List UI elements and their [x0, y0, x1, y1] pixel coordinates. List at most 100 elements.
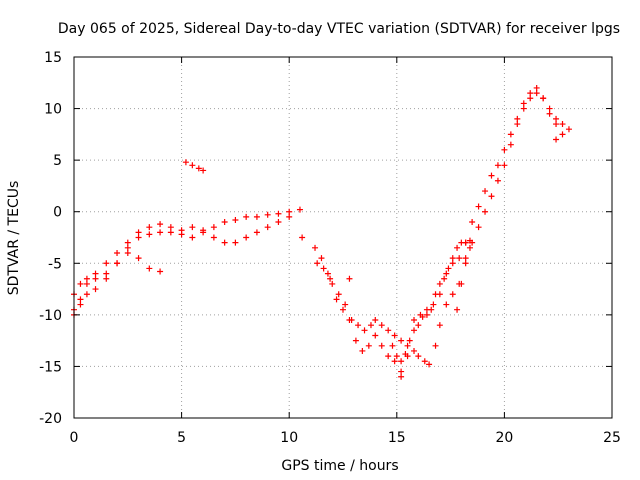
data-point — [488, 193, 495, 200]
data-point — [83, 280, 90, 287]
data-point — [200, 227, 207, 234]
data-point — [275, 219, 282, 226]
data-point — [243, 234, 250, 241]
data-point — [189, 224, 196, 231]
data-point — [441, 275, 448, 282]
data-point — [391, 332, 398, 339]
data-point — [299, 234, 306, 241]
data-point — [423, 311, 430, 318]
data-point — [296, 206, 303, 213]
data-point — [146, 224, 153, 231]
data-point — [340, 306, 346, 313]
data-point — [200, 167, 207, 174]
series-track-a — [71, 206, 303, 313]
y-tick-label: -15 — [39, 359, 62, 375]
grid-layer — [74, 57, 612, 418]
data-point — [232, 239, 239, 246]
data-point — [146, 231, 153, 238]
y-tick-label: -10 — [39, 308, 62, 324]
data-point — [411, 317, 418, 324]
data-point — [346, 275, 353, 282]
data-point — [157, 268, 164, 275]
data-point — [385, 353, 392, 360]
data-point — [182, 159, 189, 166]
data-point — [411, 327, 418, 334]
data-point — [398, 337, 405, 344]
data-point — [221, 219, 228, 226]
data-point — [466, 237, 473, 244]
data-point — [393, 353, 400, 360]
data-point — [355, 322, 362, 329]
series-track-f — [314, 84, 566, 375]
data-point — [443, 270, 450, 277]
data-point — [520, 105, 527, 112]
x-tick-label: 10 — [280, 430, 298, 446]
data-point — [77, 301, 84, 308]
data-point — [507, 131, 514, 138]
y-tick-label: -5 — [48, 256, 62, 272]
data-point — [462, 255, 469, 262]
data-point — [514, 121, 521, 128]
data-point — [553, 136, 560, 143]
x-axis-label: GPS time / hours — [281, 458, 398, 474]
data-point — [494, 177, 501, 184]
data-point — [520, 100, 527, 107]
data-point — [83, 291, 90, 298]
y-axis-label: SDTVAR / TECUs — [6, 181, 22, 296]
series-track-d — [182, 159, 207, 174]
data-point — [264, 224, 271, 231]
data-point — [327, 275, 334, 282]
data-point — [264, 211, 271, 218]
data-point — [378, 322, 385, 329]
data-point — [540, 95, 547, 102]
data-point — [114, 260, 121, 267]
data-point — [436, 280, 443, 287]
data-point — [565, 126, 572, 133]
data-point — [546, 105, 553, 112]
data-point — [488, 172, 495, 179]
data-point — [221, 239, 228, 246]
y-tick-label: 15 — [44, 50, 62, 66]
data-point — [462, 239, 469, 246]
data-point — [367, 322, 374, 329]
data-point — [135, 229, 142, 236]
data-point — [232, 216, 239, 223]
x-tick-label: 0 — [70, 430, 79, 446]
data-point — [482, 208, 489, 215]
data-point — [385, 327, 392, 334]
data-point — [430, 301, 437, 308]
data-point — [466, 244, 473, 251]
data-point — [432, 342, 439, 349]
data-point — [443, 301, 450, 308]
data-point — [83, 275, 90, 282]
data-point — [275, 210, 282, 217]
data-point — [527, 95, 534, 102]
data-point — [436, 322, 443, 329]
data-point — [415, 322, 422, 329]
data-point — [372, 332, 379, 339]
data-point — [398, 358, 405, 365]
data-point — [449, 291, 456, 298]
y-tick-label: 5 — [53, 153, 62, 169]
data-point — [559, 121, 566, 128]
data-point — [92, 270, 99, 277]
data-point — [494, 162, 501, 169]
y-tick-label: -20 — [39, 411, 62, 427]
data-point — [514, 115, 521, 122]
data-point — [402, 351, 409, 358]
data-point — [553, 115, 560, 122]
data-point — [559, 131, 566, 138]
data-point — [346, 317, 353, 324]
data-point — [324, 270, 331, 277]
data-point — [314, 260, 321, 267]
data-point — [335, 291, 342, 298]
data-point — [189, 162, 196, 169]
data-point — [398, 373, 405, 380]
data-point — [167, 229, 174, 236]
data-point — [365, 342, 372, 349]
data-point — [157, 229, 164, 236]
data-layer — [71, 84, 572, 380]
data-point — [342, 301, 349, 308]
data-point — [475, 203, 482, 210]
